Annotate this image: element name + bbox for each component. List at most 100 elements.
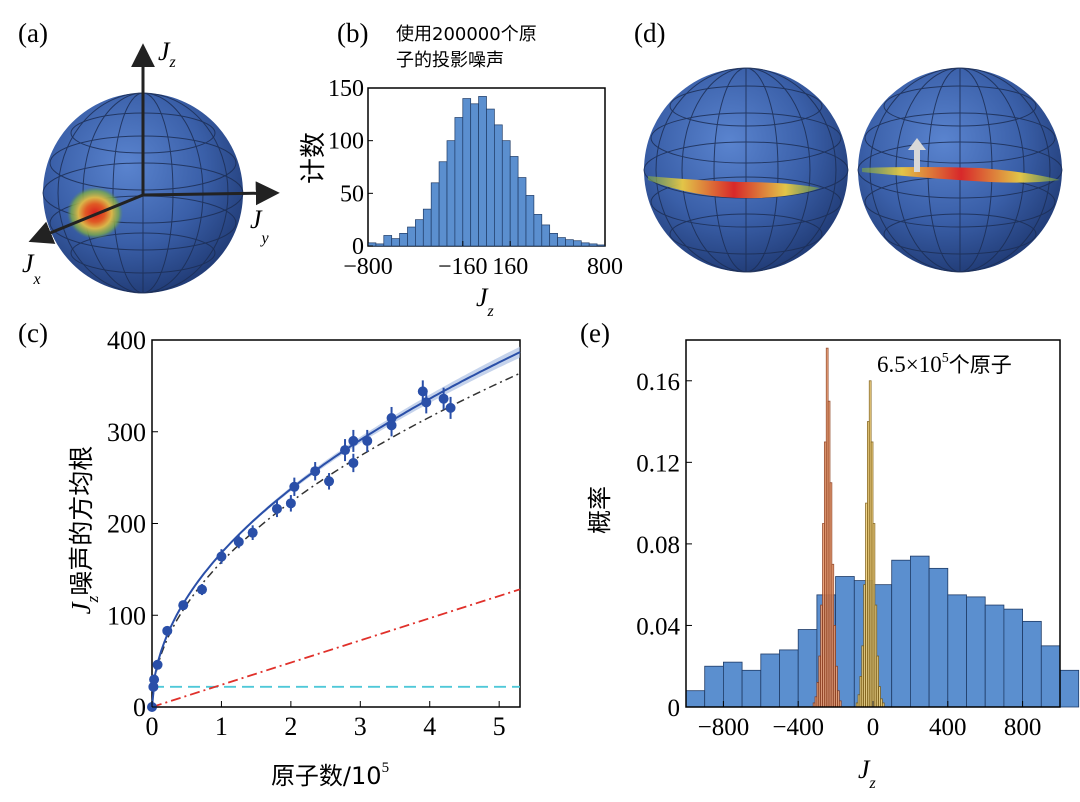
histogram-bar [928, 567, 949, 708]
panel-b-xlabel: Jz [476, 283, 495, 320]
histogram-bar [549, 233, 558, 247]
histogram-bar [430, 182, 440, 247]
panel-c: (c) 0 1 2 3 4 5 0 100 200 300 400 Jz噪声的方均根 原子数/105 [18, 318, 521, 790]
y-tick-label: 100 [107, 601, 146, 630]
histogram-bar [891, 559, 911, 708]
x-tick-label: 3 [354, 712, 367, 741]
x-tick-label: 4 [423, 712, 436, 741]
data-point [216, 551, 227, 562]
histogram-bar [422, 208, 432, 247]
y-tick-label: 400 [107, 326, 146, 355]
panel-e-label: (e) [580, 318, 610, 348]
panel-c-ylabel: Jz噪声的方均根 [66, 446, 102, 615]
histogram-bar [454, 117, 464, 247]
histogram-bar [741, 669, 762, 708]
histogram-bar [797, 629, 818, 708]
histogram-b: −800 −160 160 800 0 50 100 150 [328, 76, 623, 280]
histogram-bar [835, 576, 855, 708]
data-point [386, 420, 397, 431]
histogram-bar [407, 226, 416, 247]
data-point [348, 435, 359, 446]
panel-a: (a) Jz Jy Jx [18, 18, 280, 294]
data-point [233, 536, 244, 547]
histogram-e: −800 −400 0 400 800 0 0.04 0.08 0.12 0.16 [636, 339, 1080, 741]
histogram-bar [588, 243, 598, 247]
x-tick-label: 1 [215, 712, 228, 741]
histogram-bar [838, 700, 842, 708]
data-point [271, 503, 282, 514]
histogram-bar [415, 219, 424, 247]
histogram-bar [557, 237, 566, 247]
axis-label-jy: Jy [250, 205, 270, 247]
histogram-bar [399, 233, 408, 247]
data-point [362, 435, 373, 446]
panel-b-label: (b) [337, 18, 368, 48]
panel-e-xlabel: Jz [858, 755, 877, 792]
data-point [324, 476, 335, 487]
histogram-bar [573, 240, 582, 247]
data-point [348, 457, 359, 468]
y-tick-label: 100 [328, 129, 364, 155]
histogram-bar [533, 214, 543, 247]
axis-label-jx: Jx [22, 249, 41, 288]
histogram-bar [984, 604, 1005, 708]
x-tick-label: −800 [698, 714, 750, 741]
x-tick-label: 400 [929, 714, 967, 741]
histogram-bar [438, 161, 448, 247]
panel-c-xlabel: 原子数/105 [271, 760, 389, 790]
panel-c-label: (c) [18, 318, 48, 348]
histogram-bar [383, 235, 393, 247]
y-tick-label: 0.08 [636, 532, 680, 559]
data-point [178, 600, 189, 611]
bloch-sphere-d-right [857, 67, 1063, 273]
panel-d-label: (d) [634, 18, 665, 48]
fit-confidence-band [152, 346, 520, 707]
histogram-bar [1040, 645, 1061, 708]
x-tick-label: 0 [867, 714, 880, 741]
histogram-bar [966, 596, 986, 708]
histogram-bar [494, 124, 503, 247]
histogram-bar [1003, 608, 1024, 708]
y-tick-label: 200 [107, 510, 146, 539]
bloch-sphere-a [28, 43, 280, 294]
data-point [247, 527, 258, 538]
plot-frame [151, 339, 521, 708]
histogram-bar [1022, 620, 1042, 708]
histogram-bar [1059, 669, 1080, 708]
histogram-bar [580, 242, 590, 247]
y-tick-label: 0 [352, 234, 364, 260]
x-tick-label: −800 [343, 254, 393, 280]
y-tick-label: 0.12 [636, 450, 680, 477]
x-tick-label: 5 [493, 712, 506, 741]
x-tick-label: −160 [438, 254, 488, 280]
x-tick-label: 160 [492, 254, 528, 280]
scatter-c: 0 1 2 3 4 5 0 100 200 300 400 [107, 326, 521, 741]
histogram-bar [723, 661, 743, 708]
data-point [340, 445, 351, 456]
histogram-bar [391, 238, 400, 247]
histogram-bar [486, 108, 495, 247]
histogram-bar [446, 140, 456, 247]
histogram-bar [470, 103, 479, 247]
histogram-bar [541, 224, 551, 247]
histogram-bar [501, 140, 511, 247]
data-point [289, 481, 300, 492]
fit-line [151, 351, 521, 708]
histogram-bar [685, 690, 706, 708]
y-tick-label: 50 [340, 181, 364, 207]
x-tick-label: 800 [587, 254, 623, 280]
histogram-bar [509, 156, 519, 247]
panel-e-annotation: 6.5×105个原子 [877, 351, 1012, 377]
y-tick-label: 0.04 [636, 613, 680, 640]
histogram-bar [779, 649, 799, 708]
histogram-bar [596, 244, 606, 247]
data-point [148, 681, 159, 692]
y-tick-label: 0 [668, 695, 681, 722]
histogram-bar [462, 98, 472, 247]
histogram-bar [525, 195, 535, 247]
data-point [445, 402, 456, 413]
data-point [310, 466, 321, 477]
x-tick-label: 2 [284, 712, 297, 741]
